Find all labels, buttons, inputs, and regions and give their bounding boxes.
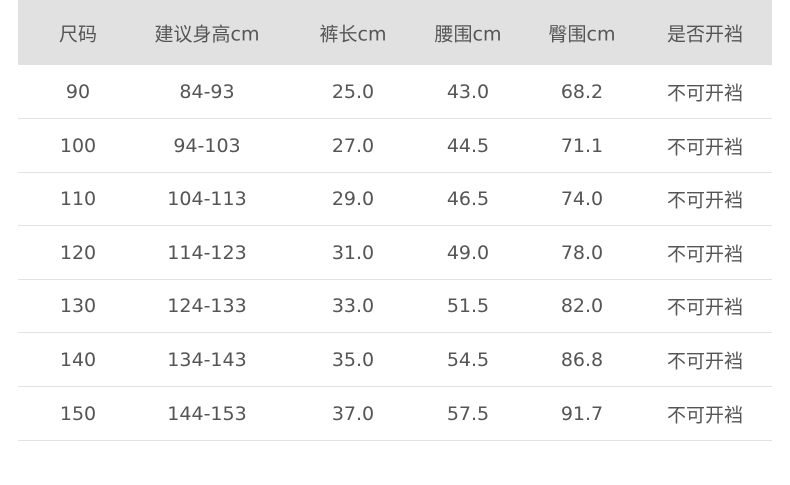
header-cell: 是否开裆 [666,23,744,46]
table-cell: 不可开裆 [666,350,744,373]
table-cell: 140 [59,349,97,371]
table-cell: 不可开裆 [666,136,744,159]
table-cell: 不可开裆 [666,296,744,319]
table-cell: 不可开裆 [666,189,744,212]
table-cell: 54.5 [446,349,490,371]
table-cell: 35.0 [331,349,375,371]
table-cell: 43.0 [446,81,490,103]
table-cell: 49.0 [446,241,490,264]
table-cell: 110 [59,188,97,211]
table-cell: 27.0 [331,134,375,157]
table-cell: 51.5 [446,295,490,318]
table-cell: 不可开裆 [666,404,744,427]
table-cell: 29.0 [331,188,375,211]
table-cell: 57.5 [446,402,490,425]
row-divider [18,225,772,226]
table-cell: 25.0 [331,81,375,103]
table-cell: 100 [59,134,97,157]
header-cell: 裤长cm [319,23,387,46]
table-cell: 71.1 [560,134,604,157]
table-cell: 44.5 [446,134,490,157]
table-cell: 74.0 [560,188,604,211]
row-divider [18,332,772,333]
table-cell: 不可开裆 [666,82,744,105]
table-cell: 46.5 [446,188,490,211]
table-cell: 114-123 [167,241,247,264]
table-cell: 90 [65,81,91,103]
table-cell: 150 [59,402,97,425]
header-band [18,0,772,65]
table-cell: 144-153 [167,402,247,425]
table-cell: 82.0 [560,295,604,318]
header-cell: 尺码 [58,23,98,46]
table-cell: 不可开裆 [666,243,744,266]
table-cell: 33.0 [331,295,375,318]
header-cell: 建议身高cm [154,23,260,46]
table-cell: 130 [59,295,97,318]
table-cell: 134-143 [167,349,247,371]
row-divider [18,172,772,173]
table-cell: 37.0 [331,402,375,425]
row-divider [18,440,772,441]
row-divider [18,386,772,387]
table-cell: 68.2 [560,81,604,103]
table-cell: 78.0 [560,241,604,264]
table-cell: 86.8 [560,349,604,371]
row-divider [18,118,772,119]
table-cell: 104-113 [167,188,247,211]
table-cell: 120 [59,241,97,264]
header-cell: 腰围cm [434,23,502,46]
row-divider [18,279,772,280]
table-cell: 91.7 [560,402,604,425]
table-cell: 31.0 [331,241,375,264]
table-cell: 84-93 [179,81,235,103]
header-cell: 臀围cm [548,23,616,46]
table-cell: 94-103 [173,134,241,157]
table-cell: 124-133 [167,295,247,318]
